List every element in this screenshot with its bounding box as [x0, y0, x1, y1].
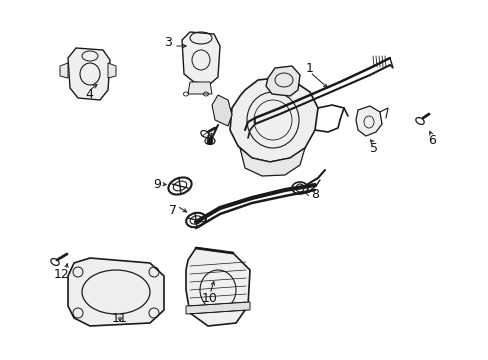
Polygon shape — [68, 48, 110, 100]
Text: 2: 2 — [204, 134, 212, 147]
Text: 4: 4 — [85, 89, 93, 102]
Polygon shape — [182, 32, 220, 84]
Polygon shape — [60, 63, 68, 78]
Text: 9: 9 — [153, 177, 161, 190]
Polygon shape — [68, 258, 163, 326]
Polygon shape — [187, 82, 212, 94]
Text: 5: 5 — [369, 141, 377, 154]
Circle shape — [207, 139, 212, 144]
Polygon shape — [229, 78, 317, 162]
Text: 10: 10 — [202, 292, 218, 305]
Text: 3: 3 — [164, 36, 172, 49]
Polygon shape — [185, 302, 249, 314]
Text: 8: 8 — [310, 188, 318, 201]
Polygon shape — [240, 148, 305, 176]
Polygon shape — [355, 106, 381, 136]
Text: 1: 1 — [305, 62, 313, 75]
Text: 6: 6 — [427, 134, 435, 147]
Text: 7: 7 — [169, 203, 177, 216]
Text: 11: 11 — [112, 311, 128, 324]
Polygon shape — [185, 248, 249, 326]
Polygon shape — [212, 95, 231, 126]
Text: 12: 12 — [54, 267, 70, 280]
Polygon shape — [265, 66, 299, 96]
Polygon shape — [108, 63, 116, 78]
